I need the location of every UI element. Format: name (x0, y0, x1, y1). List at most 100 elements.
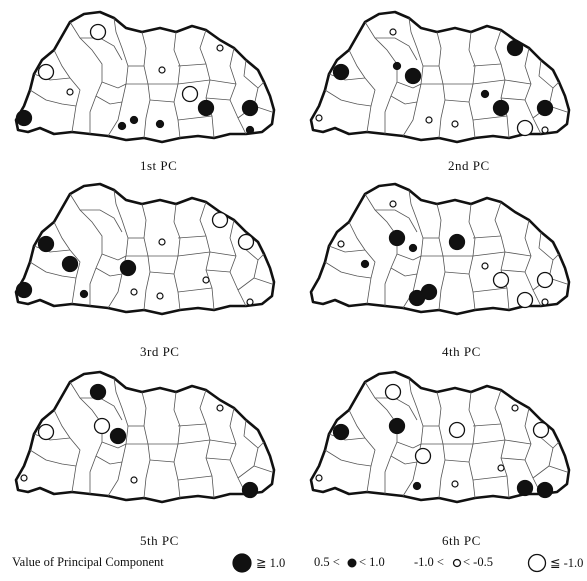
pc-marker-pos-weak (480, 89, 490, 99)
legend-label-neg-strong: ≦ -1.0 (550, 556, 584, 570)
pc-marker-neg-weak (130, 476, 138, 484)
pc-marker-neg-strong (492, 271, 510, 289)
district-boundary (500, 457, 526, 461)
district-boundary (29, 89, 77, 107)
map-panel-2 (309, 10, 571, 144)
district-boundary (29, 261, 77, 279)
country-outline (14, 370, 276, 504)
district-boundary (444, 459, 470, 463)
district-boundary (209, 79, 237, 85)
pc-marker-pos-strong (241, 481, 259, 499)
district-boundary (324, 89, 372, 107)
district-boundary (444, 271, 470, 275)
district-boundary (472, 439, 506, 445)
district-boundary (80, 397, 123, 421)
district-boundary (396, 81, 422, 89)
pc-marker-pos-strong (404, 67, 422, 85)
district-boundary (205, 457, 231, 461)
legend-title: Value of Principal Component (12, 555, 164, 569)
district-boundary (504, 439, 532, 445)
legend-marker-neg-strong (527, 553, 547, 573)
pc-marker-pos-weak (408, 243, 418, 253)
pc-marker-pos-strong (388, 229, 406, 247)
district-boundary (390, 267, 418, 277)
district-boundary (538, 59, 560, 89)
district-boundary (69, 21, 103, 134)
legend-marker-pos-strong (232, 553, 252, 573)
district-boundary (324, 261, 372, 279)
district-boundary (177, 235, 207, 239)
pc-marker-neg-strong (448, 421, 466, 439)
district-boundary (95, 455, 123, 465)
panel-caption: 3rd PC (140, 344, 180, 359)
pc-marker-pos-weak (155, 119, 165, 129)
district-boundary (524, 219, 542, 307)
district-boundary (472, 251, 506, 257)
district-boundary (472, 287, 508, 293)
pc-marker-pos-strong (506, 39, 524, 57)
legend-label-neg-weak-right: < -0.5 (463, 555, 493, 569)
district-boundary (472, 235, 502, 239)
pc-marker-pos-strong (516, 479, 534, 497)
pc-marker-pos-strong (448, 233, 466, 251)
district-boundary (53, 409, 81, 493)
pc-marker-neg-weak (315, 474, 323, 482)
district-boundary (177, 63, 207, 67)
pc-marker-neg-weak (216, 44, 224, 52)
legend-label-pos-strong: ≧ 1.0 (256, 556, 286, 570)
pc-marker-neg-weak (497, 464, 505, 472)
district-boundary (504, 251, 532, 257)
panel-caption: 5th PC (140, 533, 179, 548)
panel-caption: 2nd PC (448, 158, 490, 173)
district-boundary (80, 209, 123, 233)
legend-label-neg-weak-left: -1.0 < (414, 555, 444, 569)
district-boundary (149, 271, 175, 275)
pc-marker-neg-strong (37, 423, 55, 441)
pc-marker-neg-weak (337, 240, 345, 248)
district-boundary (243, 419, 265, 449)
district-boundary (101, 253, 127, 261)
pc-marker-neg-weak (158, 238, 166, 246)
district-boundary (95, 267, 123, 277)
map-panel-6 (309, 370, 571, 504)
district-boundary (500, 269, 526, 273)
district-boundary (209, 439, 237, 445)
district-boundary (29, 449, 77, 467)
district-boundary (472, 63, 502, 67)
district-boundary (229, 407, 247, 495)
pc-marker-pos-weak (360, 259, 370, 269)
pc-marker-pos-strong (332, 423, 350, 441)
pc-marker-pos-weak (392, 61, 402, 71)
district-boundary (107, 377, 129, 497)
pc-marker-pos-strong (536, 481, 554, 499)
district-boundary (177, 475, 213, 481)
district-boundary (177, 115, 213, 121)
district-boundary (177, 287, 213, 293)
district-boundary (177, 251, 211, 257)
district-boundary (524, 47, 542, 135)
district-boundary (504, 79, 532, 85)
pc-marker-neg-weak (156, 292, 164, 300)
district-boundary (375, 37, 418, 61)
pc-marker-neg-weak (425, 116, 433, 124)
pc-marker-pos-strong (119, 259, 137, 277)
district-boundary (500, 97, 526, 101)
district-boundary (390, 95, 418, 105)
legend-label-pos-weak-right: < 1.0 (359, 555, 385, 569)
district-boundary (209, 251, 237, 257)
panel-caption: 1st PC (140, 158, 178, 173)
pc-marker-pos-strong (388, 417, 406, 435)
pc-marker-neg-strong (211, 211, 229, 229)
district-boundary (472, 79, 506, 85)
district-boundary (324, 449, 372, 467)
pc-marker-neg-weak (541, 126, 549, 134)
pc-marker-neg-strong (516, 119, 534, 137)
pc-marker-neg-weak (66, 88, 74, 96)
pc-marker-pos-strong (37, 235, 55, 253)
pc-marker-pos-weak (79, 289, 89, 299)
pc-marker-pos-strong (492, 99, 510, 117)
country-outline (14, 10, 276, 144)
pc-marker-pos-strong (15, 281, 33, 299)
district-boundary (149, 459, 175, 463)
pc-marker-pos-strong (109, 427, 127, 445)
